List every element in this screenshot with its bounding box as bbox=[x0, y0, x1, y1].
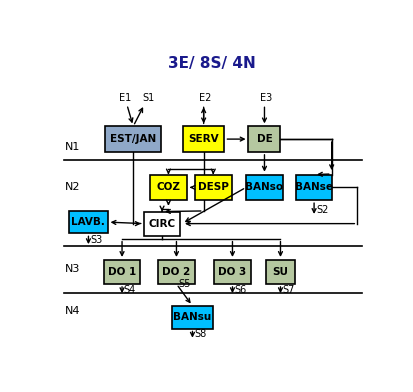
FancyBboxPatch shape bbox=[195, 174, 232, 200]
Text: S8: S8 bbox=[194, 329, 206, 339]
Text: SU: SU bbox=[273, 267, 288, 277]
FancyBboxPatch shape bbox=[150, 174, 187, 200]
FancyBboxPatch shape bbox=[296, 174, 332, 200]
Text: N1: N1 bbox=[64, 142, 80, 152]
FancyBboxPatch shape bbox=[246, 174, 283, 200]
Text: E2: E2 bbox=[199, 93, 211, 103]
FancyBboxPatch shape bbox=[214, 260, 251, 284]
Text: DESP: DESP bbox=[198, 182, 229, 192]
Text: EST/JAN: EST/JAN bbox=[110, 134, 157, 144]
Text: E3: E3 bbox=[260, 93, 272, 103]
Text: S3: S3 bbox=[90, 236, 102, 245]
Text: S4: S4 bbox=[123, 285, 136, 294]
FancyBboxPatch shape bbox=[105, 126, 161, 152]
FancyBboxPatch shape bbox=[69, 211, 108, 233]
Text: SERV: SERV bbox=[188, 134, 219, 144]
FancyBboxPatch shape bbox=[183, 126, 225, 152]
FancyBboxPatch shape bbox=[158, 260, 195, 284]
Text: BANsu: BANsu bbox=[173, 312, 211, 322]
Text: N2: N2 bbox=[64, 182, 80, 192]
Text: COZ: COZ bbox=[157, 182, 180, 192]
Text: S2: S2 bbox=[317, 205, 329, 215]
Text: S1: S1 bbox=[143, 93, 155, 103]
Text: S5: S5 bbox=[178, 278, 190, 289]
Text: DE: DE bbox=[256, 134, 272, 144]
Text: N4: N4 bbox=[64, 306, 80, 316]
Text: LAVB.: LAVB. bbox=[71, 217, 105, 227]
FancyBboxPatch shape bbox=[249, 126, 280, 152]
Text: DO 1: DO 1 bbox=[108, 267, 136, 277]
FancyBboxPatch shape bbox=[266, 260, 295, 284]
Text: S6: S6 bbox=[234, 285, 246, 294]
Text: BANse: BANse bbox=[295, 182, 333, 192]
FancyBboxPatch shape bbox=[104, 260, 140, 284]
Text: 3E/ 8S/ 4N: 3E/ 8S/ 4N bbox=[168, 56, 256, 71]
Text: S7: S7 bbox=[282, 285, 294, 294]
Text: BANso: BANso bbox=[245, 182, 284, 192]
Text: N3: N3 bbox=[64, 264, 80, 274]
Text: CIRC: CIRC bbox=[149, 219, 176, 229]
Text: DO 3: DO 3 bbox=[218, 267, 247, 277]
Text: E1: E1 bbox=[119, 93, 131, 103]
Text: DO 2: DO 2 bbox=[162, 267, 190, 277]
FancyBboxPatch shape bbox=[172, 306, 213, 328]
FancyBboxPatch shape bbox=[144, 212, 180, 236]
